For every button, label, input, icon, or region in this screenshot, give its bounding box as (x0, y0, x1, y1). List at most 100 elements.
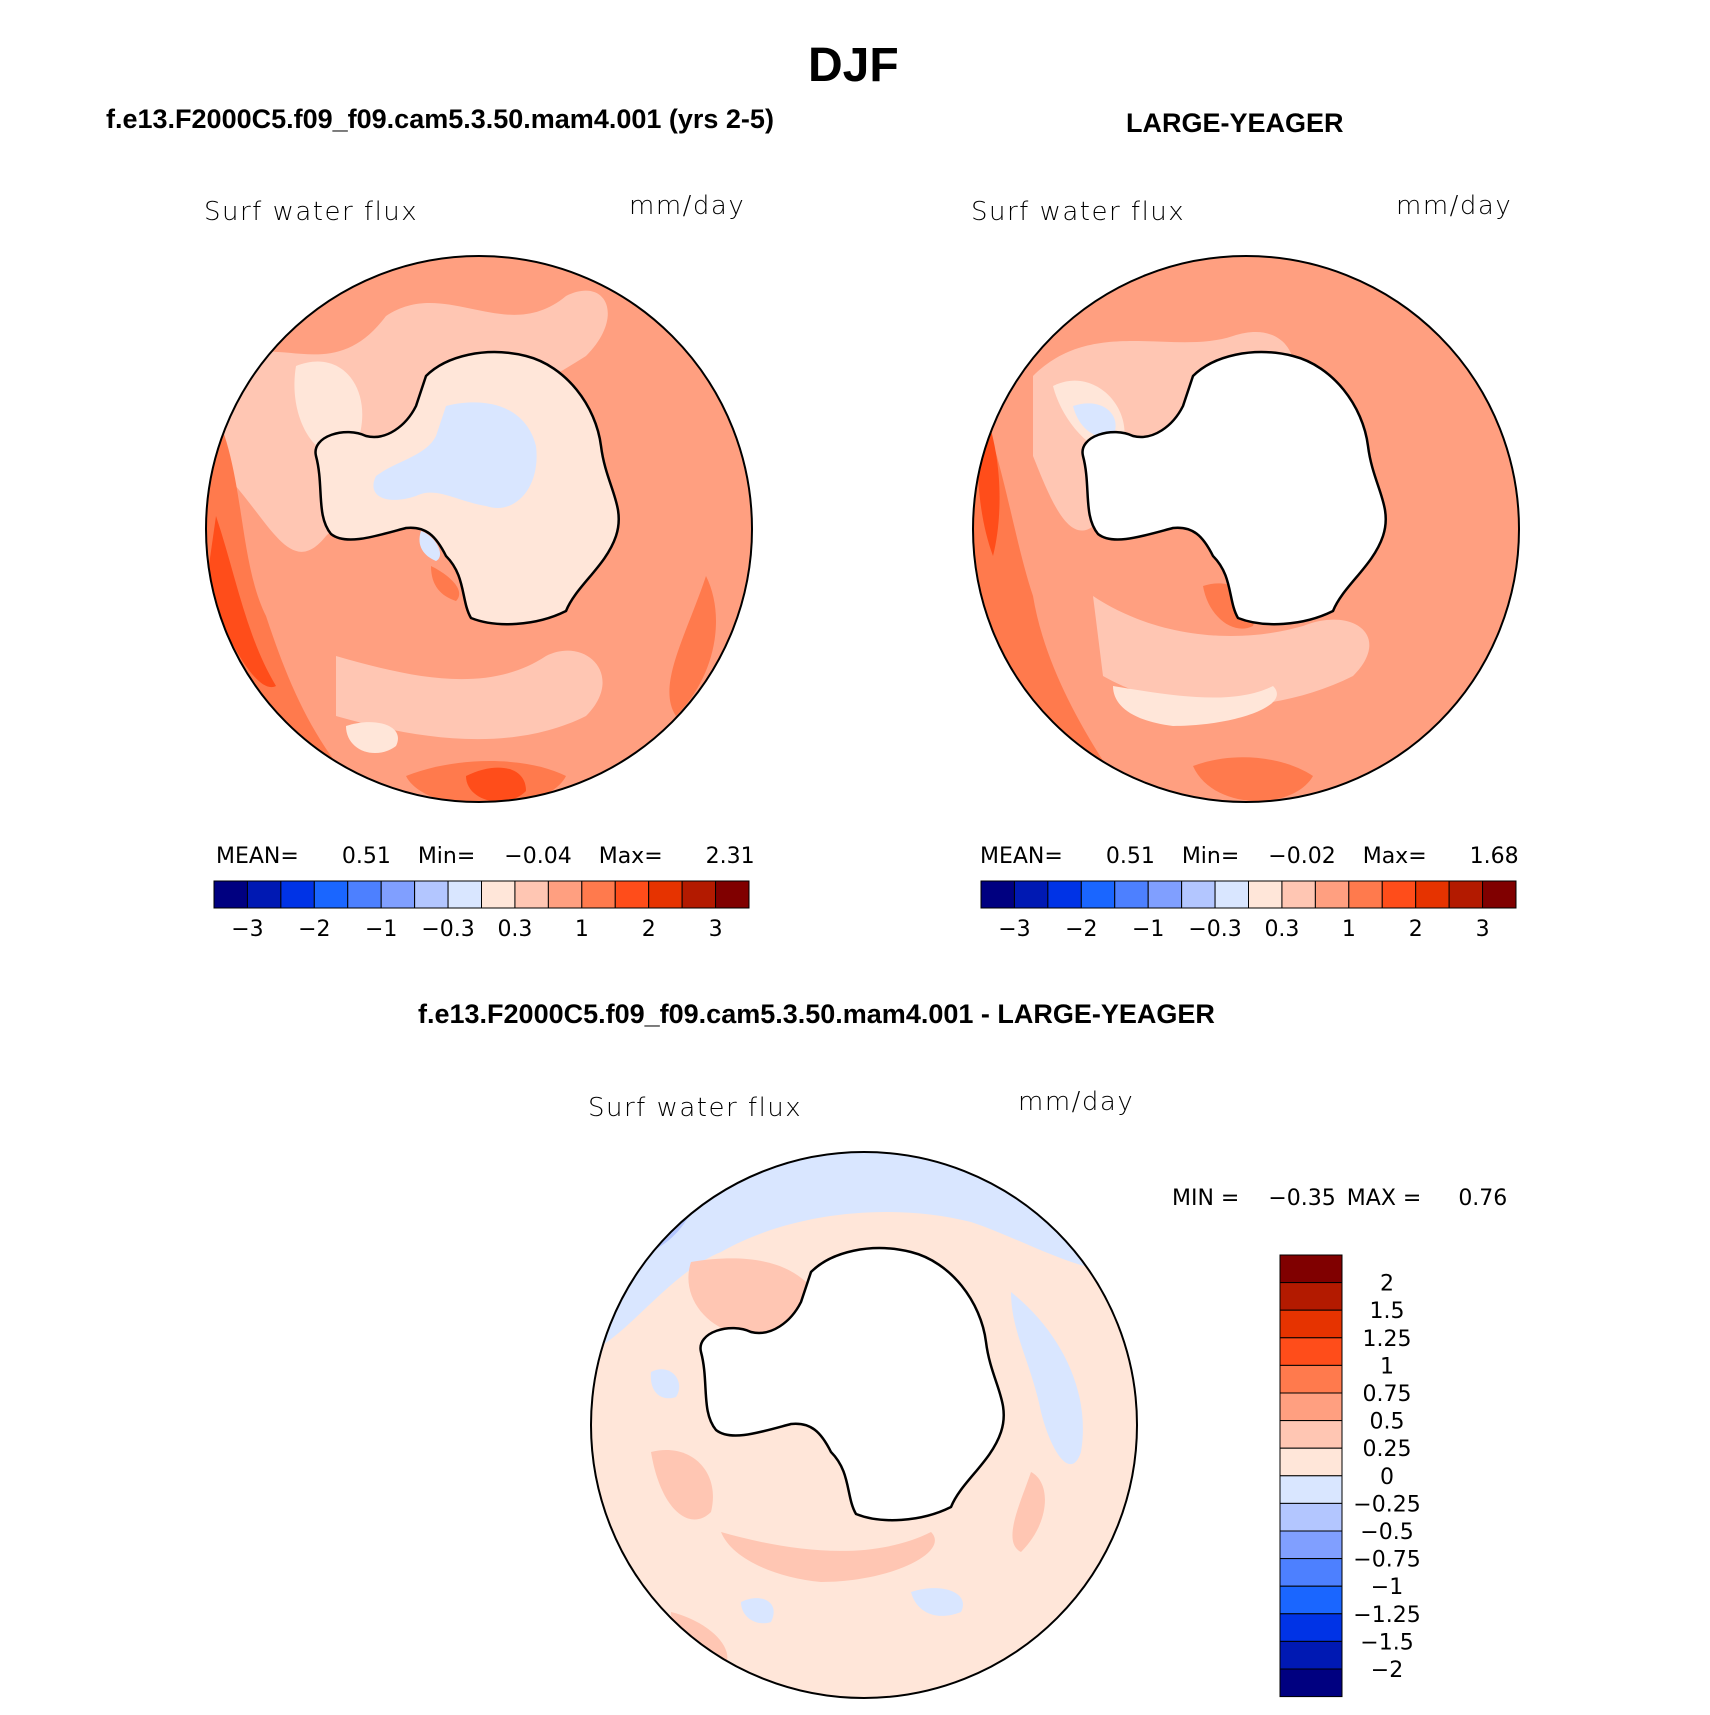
panel-2-colorbar-tick-label: 0.3 (1264, 917, 1299, 942)
panel-2-colorbar-box (1381, 880, 1417, 909)
panel-3-colorbar-box (1279, 1420, 1343, 1449)
panel-2-colorbar-box (1482, 880, 1517, 909)
panel-1-colorbar-tick-label: 3 (709, 917, 723, 942)
panel-3-colorbar-box (1279, 1392, 1343, 1422)
panel-3-colorbar-tick-label: 0.75 (1363, 1382, 1412, 1407)
panel-2-max-label: Max= (1362, 844, 1427, 869)
panel-1-title: f.e13.F2000C5.f09_f09.cam5.3.50.mam4.001… (106, 104, 774, 134)
panel-2-colorbar-box (1114, 880, 1149, 909)
panel-1-colorbar-tick-label: 2 (642, 917, 656, 942)
panel-3-max-label: MAX = (1346, 1186, 1422, 1211)
panel-2-min-value: −0.02 (1268, 844, 1336, 869)
panel-2-colorbar-tick-label: 1 (1342, 917, 1356, 942)
panel-1-colorbar-box (246, 880, 282, 909)
panel-2-colorbar: −3 −2 −1 −0.3 0.3 1 2 3 (980, 880, 1517, 942)
panel-2-colorbar-box (1181, 880, 1216, 909)
panel-3-colorbar-box (1279, 1475, 1343, 1504)
panel-2-min-label: Min= (1181, 844, 1240, 869)
panel-3-map (590, 1151, 1138, 1699)
panel-1-colorbar-box (213, 880, 248, 909)
panel-3-colorbar-tick-label: −1.25 (1353, 1603, 1420, 1628)
figure-title: DJF (808, 39, 899, 92)
panel-3-colorbar-tick-label: −1.5 (1360, 1630, 1413, 1655)
panel-1-colorbar-box (514, 880, 549, 909)
panel-1-mean-label: MEAN= (216, 844, 299, 869)
panel-1-variable-label: Surf water flux (204, 197, 419, 227)
panel-2-colorbar-box (1448, 880, 1484, 909)
panel-3-colorbar-box (1279, 1309, 1343, 1339)
panel-3-colorbar-tick-label: 1.5 (1370, 1299, 1405, 1324)
panel-2-mean-value: 0.51 (1105, 844, 1155, 869)
panel-3-stats: MIN = −0.35 MAX = 0.76 (1172, 1186, 1507, 1211)
panel-2-colorbar-box (1013, 880, 1049, 909)
panel-3-colorbar-box (1279, 1364, 1343, 1394)
panel-3-colorbar-box (1279, 1640, 1343, 1670)
panel-3-colorbar-box (1279, 1530, 1343, 1560)
panel-1-colorbar-box (414, 880, 449, 909)
panel-2-colorbar-tick-label: −3 (998, 917, 1030, 942)
panel-3-antarctica-land (699, 1246, 1005, 1522)
panel-2-antarctica-land (1081, 350, 1387, 626)
panel-1-colorbar-tick-label: −0.3 (421, 917, 474, 942)
panel-1-colorbar-box (681, 880, 717, 909)
panel-1-colorbar-box (547, 880, 583, 909)
panel-2-colorbar-box (1415, 880, 1450, 909)
panel-1-colorbar-tick-label: −2 (298, 917, 330, 942)
panel-2-colorbar-tick-label: 3 (1476, 917, 1490, 942)
panel-1-colorbar-box (380, 880, 416, 909)
panel-1-min-label: Min= (417, 844, 476, 869)
panel-2-colorbar-box (1147, 880, 1183, 909)
panel-3-colorbar-tick-label: −0.25 (1353, 1492, 1420, 1517)
panel-3-negative-flux-east (1011, 1292, 1083, 1465)
panel-1-colorbar-box (280, 880, 315, 909)
panel-1-colorbar-box (481, 880, 516, 909)
panel-3-colorbar-tick-label: 0 (1380, 1465, 1394, 1490)
panel-3-colorbar-box (1279, 1282, 1343, 1311)
panel-1-colorbar-tick-label: −1 (365, 917, 397, 942)
panel-1-colorbar-box (648, 880, 683, 909)
panel-1-colorbar-box (347, 880, 382, 909)
panel-2-colorbar-tick-label: −1 (1132, 917, 1164, 942)
panel-2-title: LARGE-YEAGER (1126, 108, 1344, 138)
panel-3-min-label: MIN = (1172, 1186, 1240, 1211)
panel-3-colorbar-box (1279, 1668, 1343, 1698)
panel-1-colorbar-tick-label: 0.3 (497, 917, 532, 942)
panel-2-colorbar-box (980, 880, 1015, 909)
panel-3-colorbar: 21.5 1.251 0.75 0.50.25 0−0.25 −0.5 −0.75−1 −1.… (1279, 1254, 1421, 1698)
panel-1-colorbar-tick-label: 1 (575, 917, 589, 942)
panel-1-colorbar: −3 −2 −1 −0.3 0.3 1 2 3 (213, 880, 750, 942)
panel-3-max-value: 0.76 (1458, 1186, 1508, 1211)
panel-2-mean-label: MEAN= (980, 844, 1063, 869)
panel-3-colorbar-tick-label: −1 (1371, 1575, 1403, 1600)
panel-3-colorbar-box (1279, 1558, 1343, 1587)
panel-1-colorbar-box (581, 880, 616, 909)
panel-3-colorbar-box (1279, 1613, 1343, 1642)
panel-3-min-value: −0.35 (1268, 1186, 1336, 1211)
panel-3-colorbar-box (1279, 1502, 1343, 1532)
panel-3-colorbar-tick-label: −0.5 (1360, 1520, 1413, 1545)
panel-1-negative-flux-interior (373, 402, 537, 508)
panel-3-title: f.e13.F2000C5.f09_f09.cam5.3.50.mam4.001… (418, 999, 1215, 1029)
panel-3-colorbar-tick-label: 1.25 (1363, 1327, 1412, 1352)
panel-1-colorbar-box (614, 880, 650, 909)
panel-1-units-label: mm/day (629, 191, 746, 221)
panel-1-mean-value: 0.51 (341, 844, 391, 869)
panel-3-units-label: mm/day (1018, 1087, 1135, 1117)
panel-3-colorbar-box (1279, 1337, 1343, 1366)
panel-2-colorbar-tick-label: −0.3 (1188, 917, 1241, 942)
panel-3-colorbar-tick-label: 0.5 (1370, 1410, 1405, 1435)
panel-2-colorbar-box (1314, 880, 1350, 909)
panel-3-colorbar-box (1279, 1585, 1343, 1615)
panel-2-colorbar-tick-label: 2 (1409, 917, 1423, 942)
panel-2-variable-label: Surf water flux (971, 197, 1186, 227)
panel-3-colorbar-tick-label: 0.25 (1363, 1437, 1412, 1462)
panel-1-stats: MEAN= 0.51 Min= −0.04 Max= 2.31 (216, 844, 755, 869)
panel-3-variable-label: Surf water flux (588, 1093, 803, 1123)
panel-2-colorbar-box (1281, 880, 1316, 909)
panel-1-colorbar-tick-label: −3 (231, 917, 263, 942)
panel-2-colorbar-box (1348, 880, 1383, 909)
panel-2-units-label: mm/day (1396, 191, 1513, 221)
panel-1-colorbar-box (447, 880, 482, 909)
panel-3-colorbar-tick-label: −2 (1371, 1658, 1403, 1683)
panel-3-negative-flux-north (591, 1152, 1137, 1352)
